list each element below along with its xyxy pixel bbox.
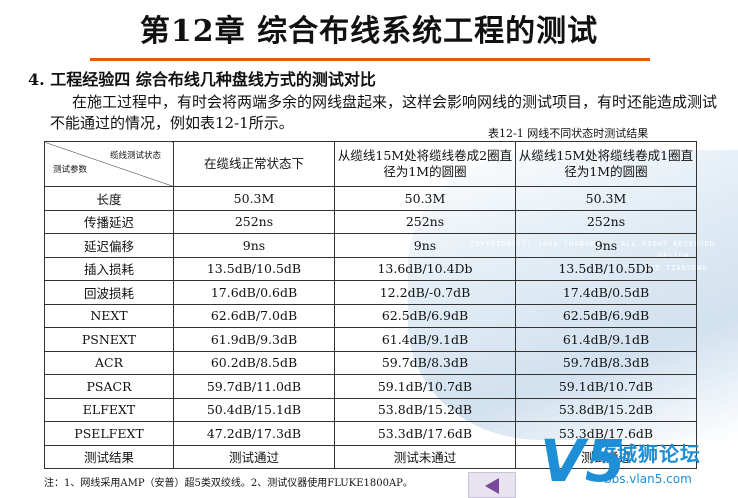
table-cell: 53.8dB/15.2dB <box>515 397 697 422</box>
table-cell: 62.5dB/6.9dB <box>334 303 516 328</box>
table-row: ACR 60.2dB/8.5dB 59.7dB/8.3dB 59.7dB/8.3dB <box>44 350 697 375</box>
table-row: 长度 50.3M 50.3M 50.3M <box>44 186 697 211</box>
table-row: 回波损耗 17.6dB/0.6dB 12.2dB/-0.7dB 17.4dB/0.5d… <box>44 280 697 305</box>
table-cell: 59.7dB/8.3dB <box>515 350 697 375</box>
section-heading: 4. 工程经验四 综合布线几种盘线方式的测试对比 <box>28 70 376 89</box>
table-cell: 60.2dB/8.5dB <box>173 350 335 375</box>
table-cell: 53.3dB/17.6dB <box>515 421 697 446</box>
previous-slide-button[interactable] <box>468 472 516 498</box>
table-row: NEXT 62.6dB/7.0dB 62.5dB/6.9dB 62.5dB/6.9dB <box>44 303 697 328</box>
table-row: 传播延迟 252ns 252ns 252ns <box>44 209 697 234</box>
column-header: 从缆线15M处将缆线卷成2圈直径为1M的圆圈 <box>334 141 516 187</box>
row-param: PSACR <box>44 374 174 399</box>
table-row: PSELFEXT 47.2dB/17.3dB 53.3dB/17.6dB 53.3dB… <box>44 421 697 446</box>
row-param: PSNEXT <box>44 327 174 352</box>
table-cell: 测试通过 <box>173 444 335 469</box>
table-cell: 47.2dB/17.3dB <box>173 421 335 446</box>
table-cell: 50.3M <box>334 186 516 211</box>
table-cell: 50.3M <box>173 186 335 211</box>
table-cell: 测试通过 <box>515 444 697 469</box>
table-cell: 62.5dB/6.9dB <box>515 303 697 328</box>
table-header-row: 缆线测试状态 测试参数 在缆线正常状态下 从缆线15M处将缆线卷成2圈直径为1M… <box>44 141 697 187</box>
table-cell: 13.5dB/10.5dB <box>173 256 335 281</box>
column-header: 在缆线正常状态下 <box>173 141 335 187</box>
row-param: 长度 <box>44 186 174 211</box>
table-cell: 61.4dB/9.1dB <box>515 327 697 352</box>
row-param: 插入损耗 <box>44 256 174 281</box>
table-cell: 9ns <box>515 233 697 258</box>
row-param: ACR <box>44 350 174 375</box>
table-cell: 53.3dB/17.6dB <box>334 421 516 446</box>
row-param: 延迟偏移 <box>44 233 174 258</box>
test-results-table: 缆线测试状态 测试参数 在缆线正常状态下 从缆线15M处将缆线卷成2圈直径为1M… <box>44 141 697 469</box>
table-cell: 61.4dB/9.1dB <box>334 327 516 352</box>
table-cell: 13.5dB/10.5Db <box>515 256 697 281</box>
table-row: PSACR 59.7dB/11.0dB 59.1dB/10.7dB 59.1dB/10… <box>44 374 697 399</box>
table-cell: 9ns <box>173 233 335 258</box>
title-rule <box>90 58 650 61</box>
arrow-left-icon <box>485 478 499 494</box>
row-param: 测试结果 <box>44 444 174 469</box>
table-caption: 表12-1 网线不同状态时测试结果 <box>488 127 649 140</box>
row-param: 传播延迟 <box>44 209 174 234</box>
intro-paragraph: 在施工过程中，有时会将两端多余的网线盘起来，这样会影响网线的测试项目，有时还能造… <box>50 93 718 132</box>
row-param: PSELFEXT <box>44 421 174 446</box>
footnote: 注：1、网线采用AMP（安普）超5类双绞线。2、测试仪器使用FLUKE1800A… <box>44 478 413 489</box>
table-cell: 12.2dB/-0.7dB <box>334 280 516 305</box>
table-cell: 59.1dB/10.7dB <box>515 374 697 399</box>
table-cell: 9ns <box>334 233 516 258</box>
row-param: 回波损耗 <box>44 280 174 305</box>
column-header: 从缆线15M处将缆线卷成1圈直径为1M的圆圈 <box>515 141 697 187</box>
table-cell: 50.4dB/15.1dB <box>173 397 335 422</box>
table-row: PSNEXT 61.9dB/9.3dB 61.4dB/9.1dB 61.4dB/9.1… <box>44 327 697 352</box>
table-cell: 13.6dB/10.4Db <box>334 256 516 281</box>
logo-name: 玫城狮论坛 <box>596 442 701 466</box>
table-row: ELFEXT 50.4dB/15.1dB 53.8dB/15.2dB 53.8dB/1… <box>44 397 697 422</box>
table-row: 插入损耗 13.5dB/10.5dB 13.6dB/10.4Db 13.5dB/10.… <box>44 256 697 281</box>
table-cell: 61.9dB/9.3dB <box>173 327 335 352</box>
table-cell: 17.6dB/0.6dB <box>173 280 335 305</box>
table-row: 延迟偏移 9ns 9ns 9ns <box>44 233 697 258</box>
logo-url: bbs.vlan5.com <box>604 472 692 486</box>
logo-mark: V5 <box>540 427 626 495</box>
table-cell: 62.6dB/7.0dB <box>173 303 335 328</box>
slide-title: 第12章 综合布线系统工程的测试 <box>139 14 599 49</box>
row-param: ELFEXT <box>44 397 174 422</box>
table-cell: 17.4dB/0.5dB <box>515 280 697 305</box>
table-cell: 测试未通过 <box>334 444 516 469</box>
table-cell: 53.8dB/15.2dB <box>334 397 516 422</box>
corner-top-label: 缆线测试状态 <box>109 151 161 161</box>
table-cell: 252ns <box>515 209 697 234</box>
table-cell: 252ns <box>334 209 516 234</box>
table-row: 测试结果 测试通过 测试未通过 测试通过 <box>44 444 697 469</box>
table-cell: 59.7dB/8.3dB <box>334 350 516 375</box>
corner-header-cell: 缆线测试状态 测试参数 <box>44 141 174 187</box>
table-cell: 252ns <box>173 209 335 234</box>
row-param: NEXT <box>44 303 174 328</box>
table-cell: 59.7dB/11.0dB <box>173 374 335 399</box>
table-cell: 50.3M <box>515 186 697 211</box>
corner-bottom-label: 测试参数 <box>53 165 88 175</box>
site-logo: V5 玫城狮论坛 bbs.vlan5.com <box>540 430 738 498</box>
table-cell: 59.1dB/10.7dB <box>334 374 516 399</box>
